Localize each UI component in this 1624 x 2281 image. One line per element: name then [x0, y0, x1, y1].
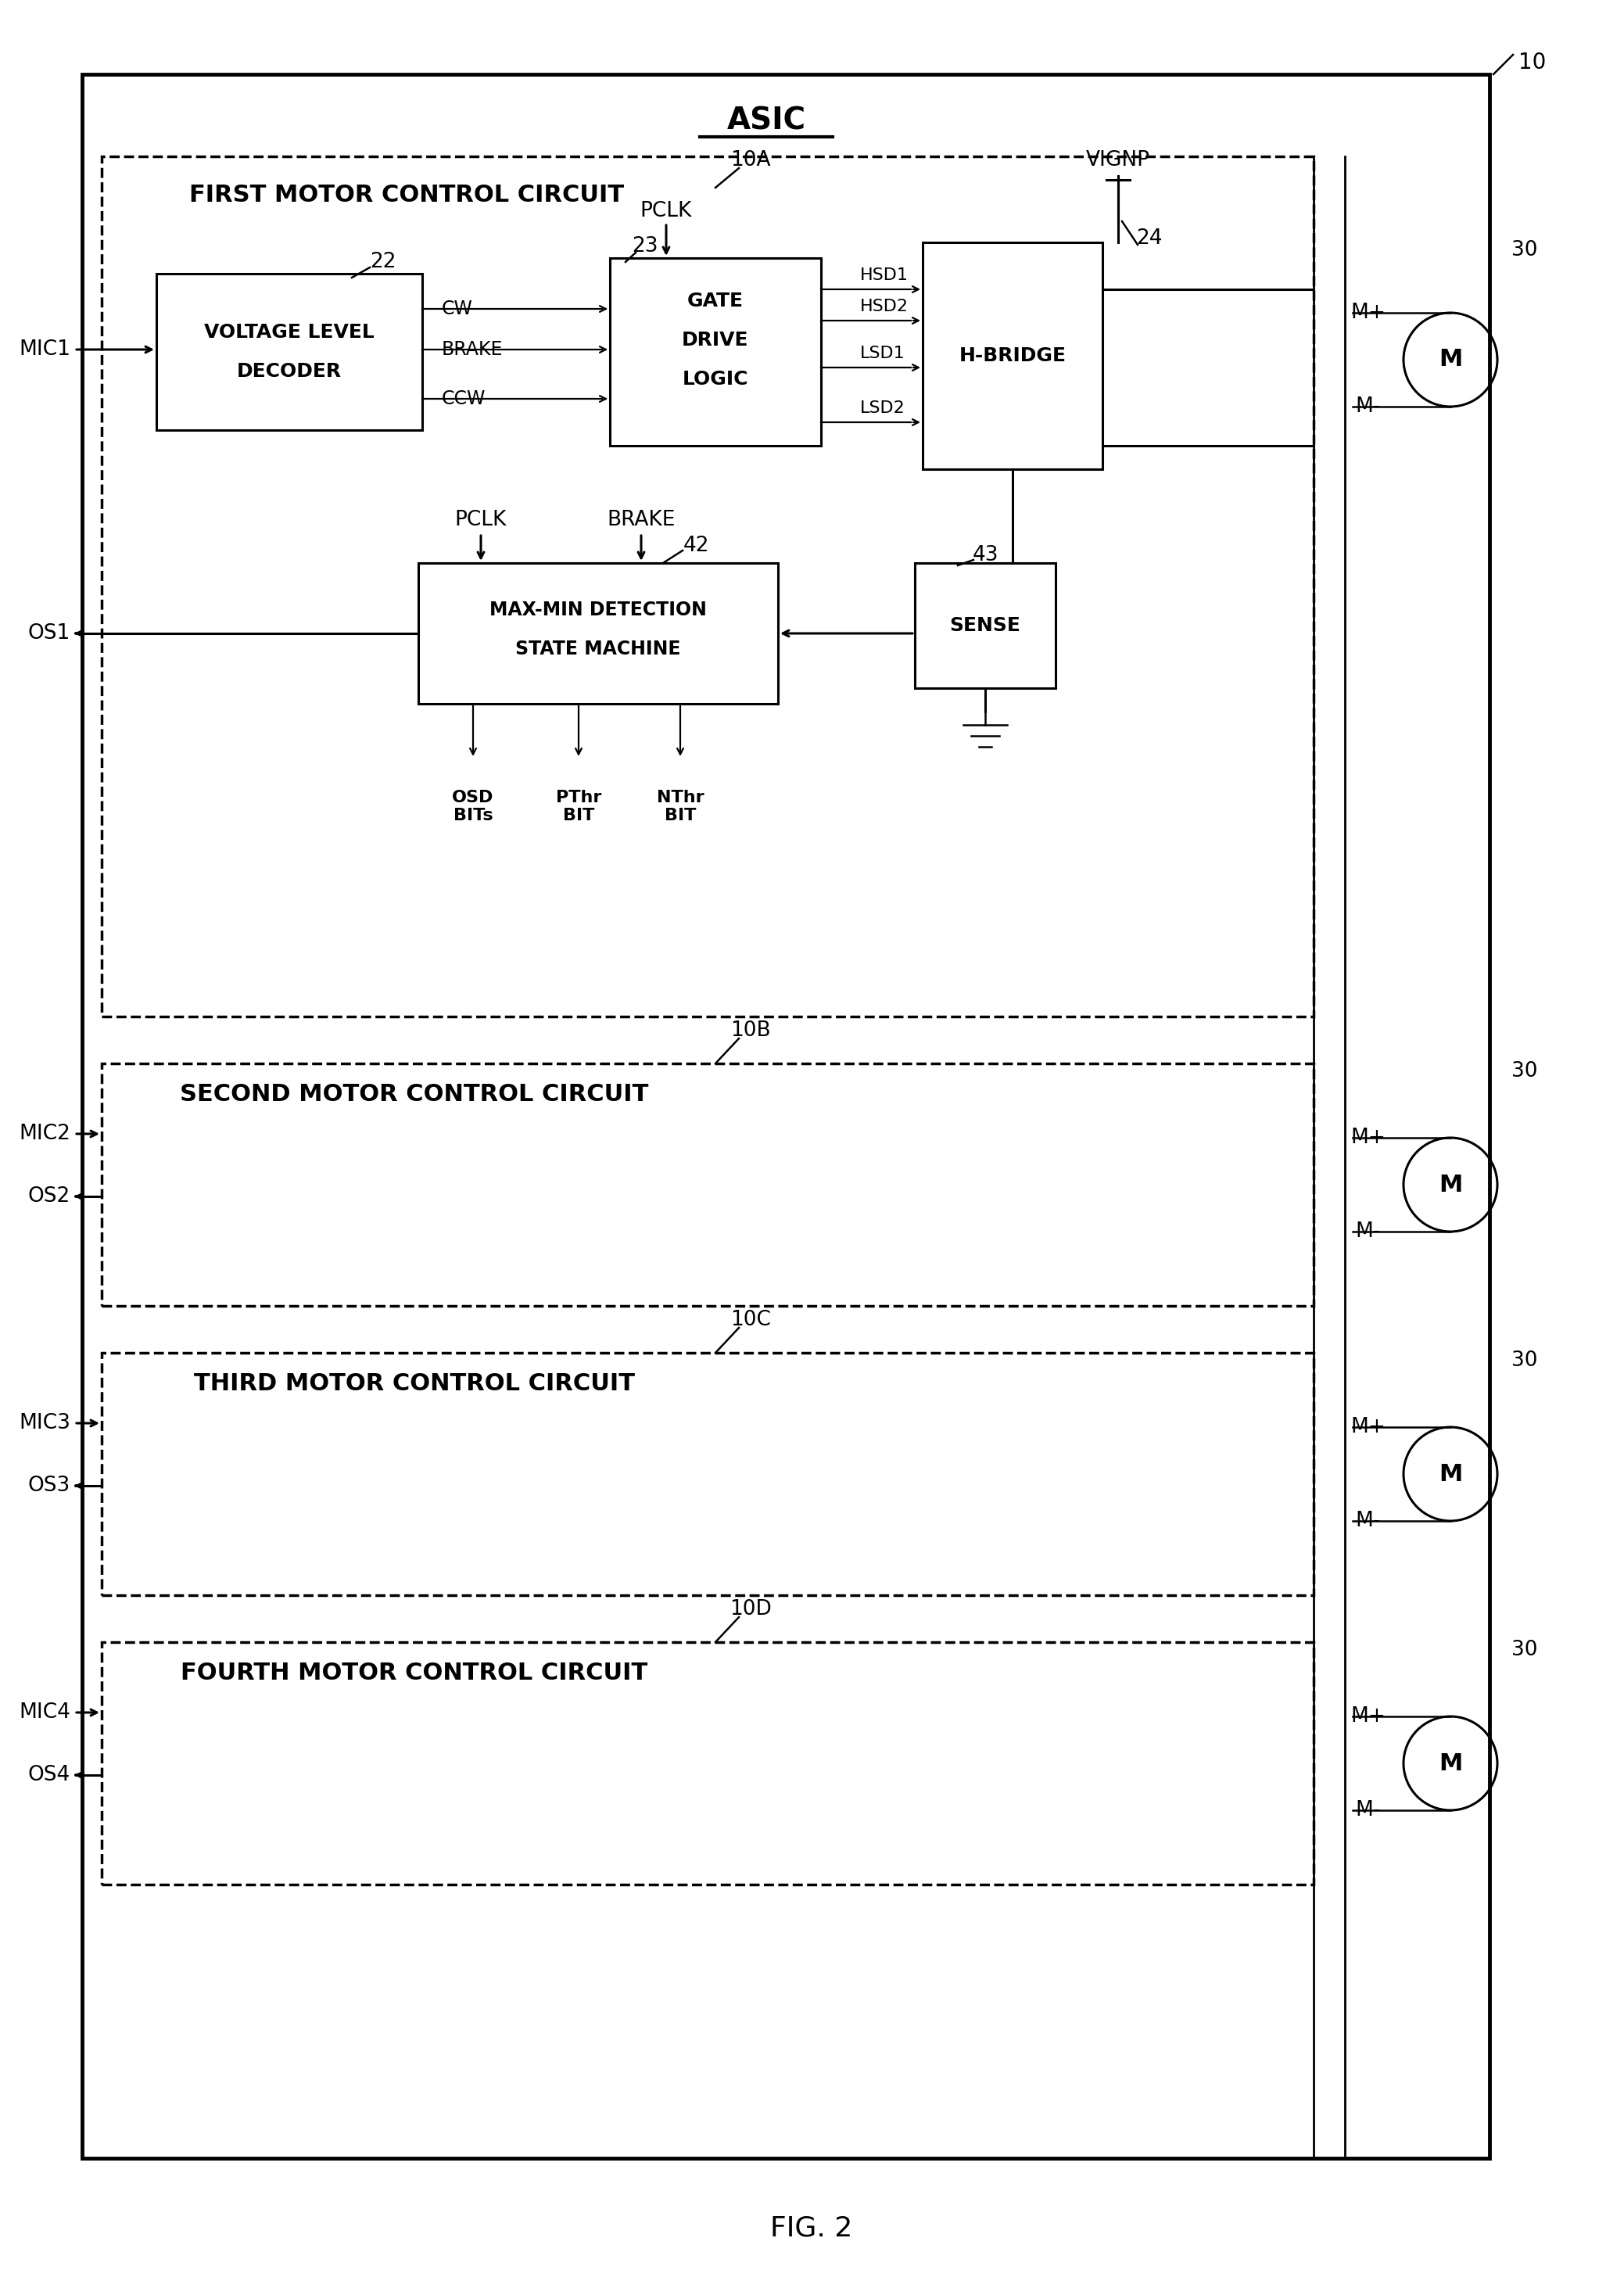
Text: OS1: OS1	[28, 623, 70, 643]
Text: M+: M+	[1351, 1417, 1385, 1437]
Text: LSD1: LSD1	[861, 347, 905, 360]
Bar	[102, 157, 1314, 1017]
Text: NThr
BIT: NThr BIT	[656, 789, 703, 823]
Bar	[156, 274, 422, 431]
Text: ASIC: ASIC	[726, 107, 806, 137]
Text: M-: M-	[1356, 397, 1380, 417]
Text: M+: M+	[1351, 1127, 1385, 1147]
Text: FIG. 2: FIG. 2	[770, 2215, 853, 2242]
Text: LSD2: LSD2	[861, 401, 905, 415]
Text: STATE MACHINE: STATE MACHINE	[515, 639, 680, 659]
Text: 43: 43	[973, 545, 999, 566]
Text: OS2: OS2	[28, 1186, 70, 1207]
Text: 22: 22	[370, 251, 396, 271]
Text: M: M	[1439, 1172, 1462, 1195]
Bar	[102, 1353, 1314, 1594]
Text: OS3: OS3	[28, 1476, 70, 1496]
Text: HSD2: HSD2	[861, 299, 908, 315]
Text: M-: M-	[1356, 1220, 1380, 1241]
Text: BRAKE: BRAKE	[607, 511, 676, 529]
Text: CW: CW	[442, 299, 473, 319]
Text: MIC1: MIC1	[19, 340, 70, 360]
Text: M: M	[1439, 1752, 1462, 1775]
Text: 30: 30	[1512, 240, 1538, 260]
Text: LOGIC: LOGIC	[682, 370, 749, 388]
Text: THIRD MOTOR CONTROL CIRCUIT: THIRD MOTOR CONTROL CIRCUIT	[193, 1373, 635, 1396]
Text: 30: 30	[1512, 1350, 1538, 1371]
Text: BRAKE: BRAKE	[442, 340, 503, 358]
Text: 23: 23	[632, 237, 658, 255]
Bar	[922, 242, 1103, 470]
Text: OSD
BITs: OSD BITs	[451, 789, 494, 823]
Text: H-BRIDGE: H-BRIDGE	[960, 347, 1065, 365]
Text: MIC2: MIC2	[19, 1125, 70, 1145]
Text: 30: 30	[1512, 1061, 1538, 1081]
Text: PCLK: PCLK	[455, 511, 507, 529]
Text: M-: M-	[1356, 1800, 1380, 1820]
Text: MAX-MIN DETECTION: MAX-MIN DETECTION	[489, 600, 706, 620]
Text: M-: M-	[1356, 1510, 1380, 1531]
Bar	[102, 1642, 1314, 1884]
Text: 30: 30	[1512, 1640, 1538, 1661]
Bar	[419, 563, 778, 705]
Text: M+: M+	[1351, 303, 1385, 324]
Bar	[914, 563, 1056, 689]
Text: 10A: 10A	[731, 151, 771, 171]
Text: HSD1: HSD1	[861, 267, 908, 283]
Text: FOURTH MOTOR CONTROL CIRCUIT: FOURTH MOTOR CONTROL CIRCUIT	[180, 1663, 648, 1686]
Text: 24: 24	[1137, 228, 1163, 249]
Text: 10B: 10B	[731, 1020, 771, 1040]
Text: SENSE: SENSE	[950, 616, 1021, 634]
Text: VIGNP: VIGNP	[1086, 151, 1150, 171]
Text: PThr
BIT: PThr BIT	[555, 789, 601, 823]
Text: OS4: OS4	[28, 1765, 70, 1786]
Text: M+: M+	[1351, 1706, 1385, 1727]
Text: MIC4: MIC4	[19, 1702, 70, 1722]
Bar	[83, 75, 1489, 2158]
Text: 10: 10	[1518, 52, 1546, 73]
Text: 42: 42	[682, 536, 710, 557]
Text: DECODER: DECODER	[237, 363, 341, 381]
Text: PCLK: PCLK	[640, 201, 692, 221]
Text: 10C: 10C	[731, 1309, 771, 1330]
Text: 10D: 10D	[729, 1599, 771, 1620]
Text: DRIVE: DRIVE	[682, 331, 749, 349]
Text: GATE: GATE	[687, 292, 744, 310]
Text: SECOND MOTOR CONTROL CIRCUIT: SECOND MOTOR CONTROL CIRCUIT	[180, 1083, 648, 1106]
Text: MIC3: MIC3	[19, 1412, 70, 1432]
Text: FIRST MOTOR CONTROL CIRCUIT: FIRST MOTOR CONTROL CIRCUIT	[188, 185, 624, 208]
Text: VOLTAGE LEVEL: VOLTAGE LEVEL	[205, 324, 375, 342]
Text: M: M	[1439, 349, 1462, 372]
Bar	[611, 258, 822, 445]
Bar	[102, 1063, 1314, 1307]
Text: CCW: CCW	[442, 390, 486, 408]
Text: M: M	[1439, 1462, 1462, 1485]
